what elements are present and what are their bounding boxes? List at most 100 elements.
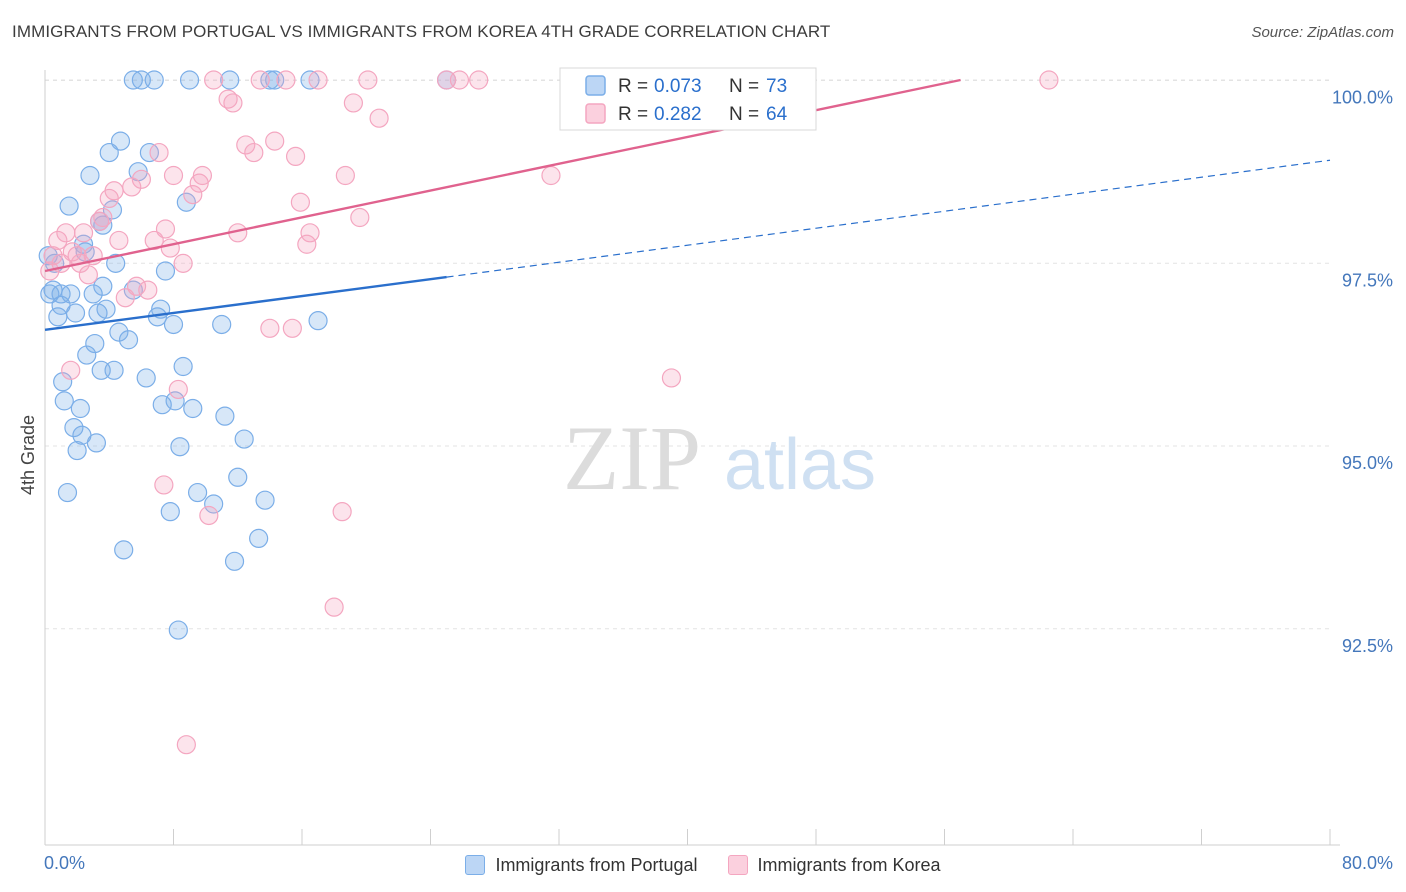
- data-point: [265, 131, 285, 151]
- legend-r-value-korea: 0.282: [654, 104, 702, 125]
- data-point: [110, 131, 131, 151]
- data-point: [104, 360, 124, 380]
- series-korea: [40, 70, 1059, 755]
- data-point: [102, 200, 123, 220]
- data-point: [73, 223, 94, 243]
- data-point: [48, 230, 68, 251]
- y-tick-label: 100.0%: [1332, 88, 1393, 108]
- data-point: [176, 192, 196, 212]
- legend-r-label-portugal: R =: [618, 76, 648, 97]
- y-tick-labels: 92.5% 95.0% 97.5% 100.0%: [1332, 88, 1393, 656]
- y-tick-label: 95.0%: [1342, 453, 1393, 473]
- points-layer: [38, 70, 1059, 755]
- data-point: [53, 372, 73, 392]
- data-point: [51, 284, 71, 304]
- data-point: [335, 165, 355, 186]
- data-point: [59, 196, 79, 216]
- data-point: [204, 70, 224, 90]
- data-point: [80, 165, 100, 186]
- y-axis-label: 4th Grade: [18, 415, 38, 495]
- data-point: [176, 735, 196, 755]
- data-point: [290, 192, 310, 212]
- legend-label-portugal: Immigrants from Portugal: [495, 854, 698, 875]
- data-point: [1039, 70, 1059, 90]
- chart-title: IMMIGRANTS FROM PORTUGAL VS IMMIGRANTS F…: [12, 22, 831, 41]
- data-point: [179, 70, 200, 90]
- data-point: [300, 70, 320, 90]
- legend-r-label-korea: R =: [618, 104, 648, 125]
- data-point: [183, 185, 203, 205]
- data-point: [343, 93, 363, 113]
- data-point: [282, 318, 302, 338]
- data-point: [123, 70, 143, 90]
- data-point: [244, 142, 264, 163]
- data-point: [163, 314, 184, 335]
- data-point: [70, 398, 90, 419]
- data-point: [126, 276, 147, 296]
- data-point: [324, 597, 344, 617]
- x-tick-label-start: 0.0%: [44, 853, 85, 873]
- x-tick-labels: 0.0% 80.0%: [44, 853, 1393, 873]
- data-point: [183, 398, 203, 419]
- data-point: [144, 70, 164, 90]
- bottom-legend: Immigrants from Portugal Immigrants from…: [0, 850, 1406, 880]
- data-point: [300, 223, 320, 243]
- y-tick-label: 97.5%: [1342, 270, 1393, 290]
- data-point: [109, 230, 129, 251]
- series-portugal: [38, 70, 457, 640]
- data-point: [160, 238, 180, 258]
- data-point: [220, 70, 240, 90]
- data-point: [255, 490, 275, 510]
- data-point: [144, 230, 164, 251]
- data-point: [308, 70, 328, 90]
- data-point: [154, 475, 174, 495]
- data-point: [85, 333, 105, 354]
- trend-line-portugal: [44, 275, 447, 332]
- data-point: [122, 177, 142, 197]
- data-point: [78, 265, 98, 285]
- legend-item-portugal[interactable]: Immigrants from Portugal: [465, 854, 698, 876]
- data-point: [160, 502, 180, 522]
- data-point: [204, 494, 224, 514]
- watermark-zip: ZIP: [563, 407, 701, 509]
- data-point: [149, 142, 169, 163]
- legend-item-korea[interactable]: Immigrants from Korea: [727, 854, 941, 876]
- data-point: [131, 169, 151, 189]
- data-point: [170, 437, 190, 457]
- data-point: [93, 207, 113, 228]
- data-point: [541, 165, 561, 186]
- data-point: [358, 70, 378, 90]
- data-point: [109, 322, 129, 342]
- data-point: [83, 284, 103, 304]
- legend-swatch-portugal: [585, 75, 606, 96]
- data-point: [51, 295, 71, 315]
- data-point: [350, 207, 370, 228]
- data-point: [276, 70, 296, 90]
- data-point: [77, 345, 97, 365]
- data-point: [224, 551, 245, 571]
- data-point: [118, 330, 139, 350]
- data-point: [64, 418, 84, 438]
- data-point: [56, 223, 76, 243]
- data-point: [99, 142, 119, 163]
- data-point: [86, 433, 107, 453]
- data-point: [661, 368, 682, 388]
- data-point: [308, 311, 328, 331]
- data-point: [173, 356, 193, 377]
- data-point: [215, 406, 235, 426]
- legend-n-value-korea: 64: [766, 104, 788, 125]
- data-point: [223, 93, 243, 113]
- data-point: [155, 261, 176, 281]
- y-tick-label: 92.5%: [1342, 636, 1393, 656]
- data-point: [152, 395, 172, 415]
- watermark: ZIP atlas: [563, 407, 876, 509]
- legend-n-label-korea: N =: [729, 104, 759, 125]
- x-tick-label-end: 80.0%: [1342, 853, 1393, 873]
- data-point: [43, 246, 63, 266]
- data-point: [155, 219, 176, 239]
- data-point: [187, 482, 208, 503]
- legend-r-value-portugal: 0.073: [654, 76, 702, 97]
- legend-label-korea: Immigrants from Korea: [757, 854, 941, 875]
- data-point: [165, 391, 185, 411]
